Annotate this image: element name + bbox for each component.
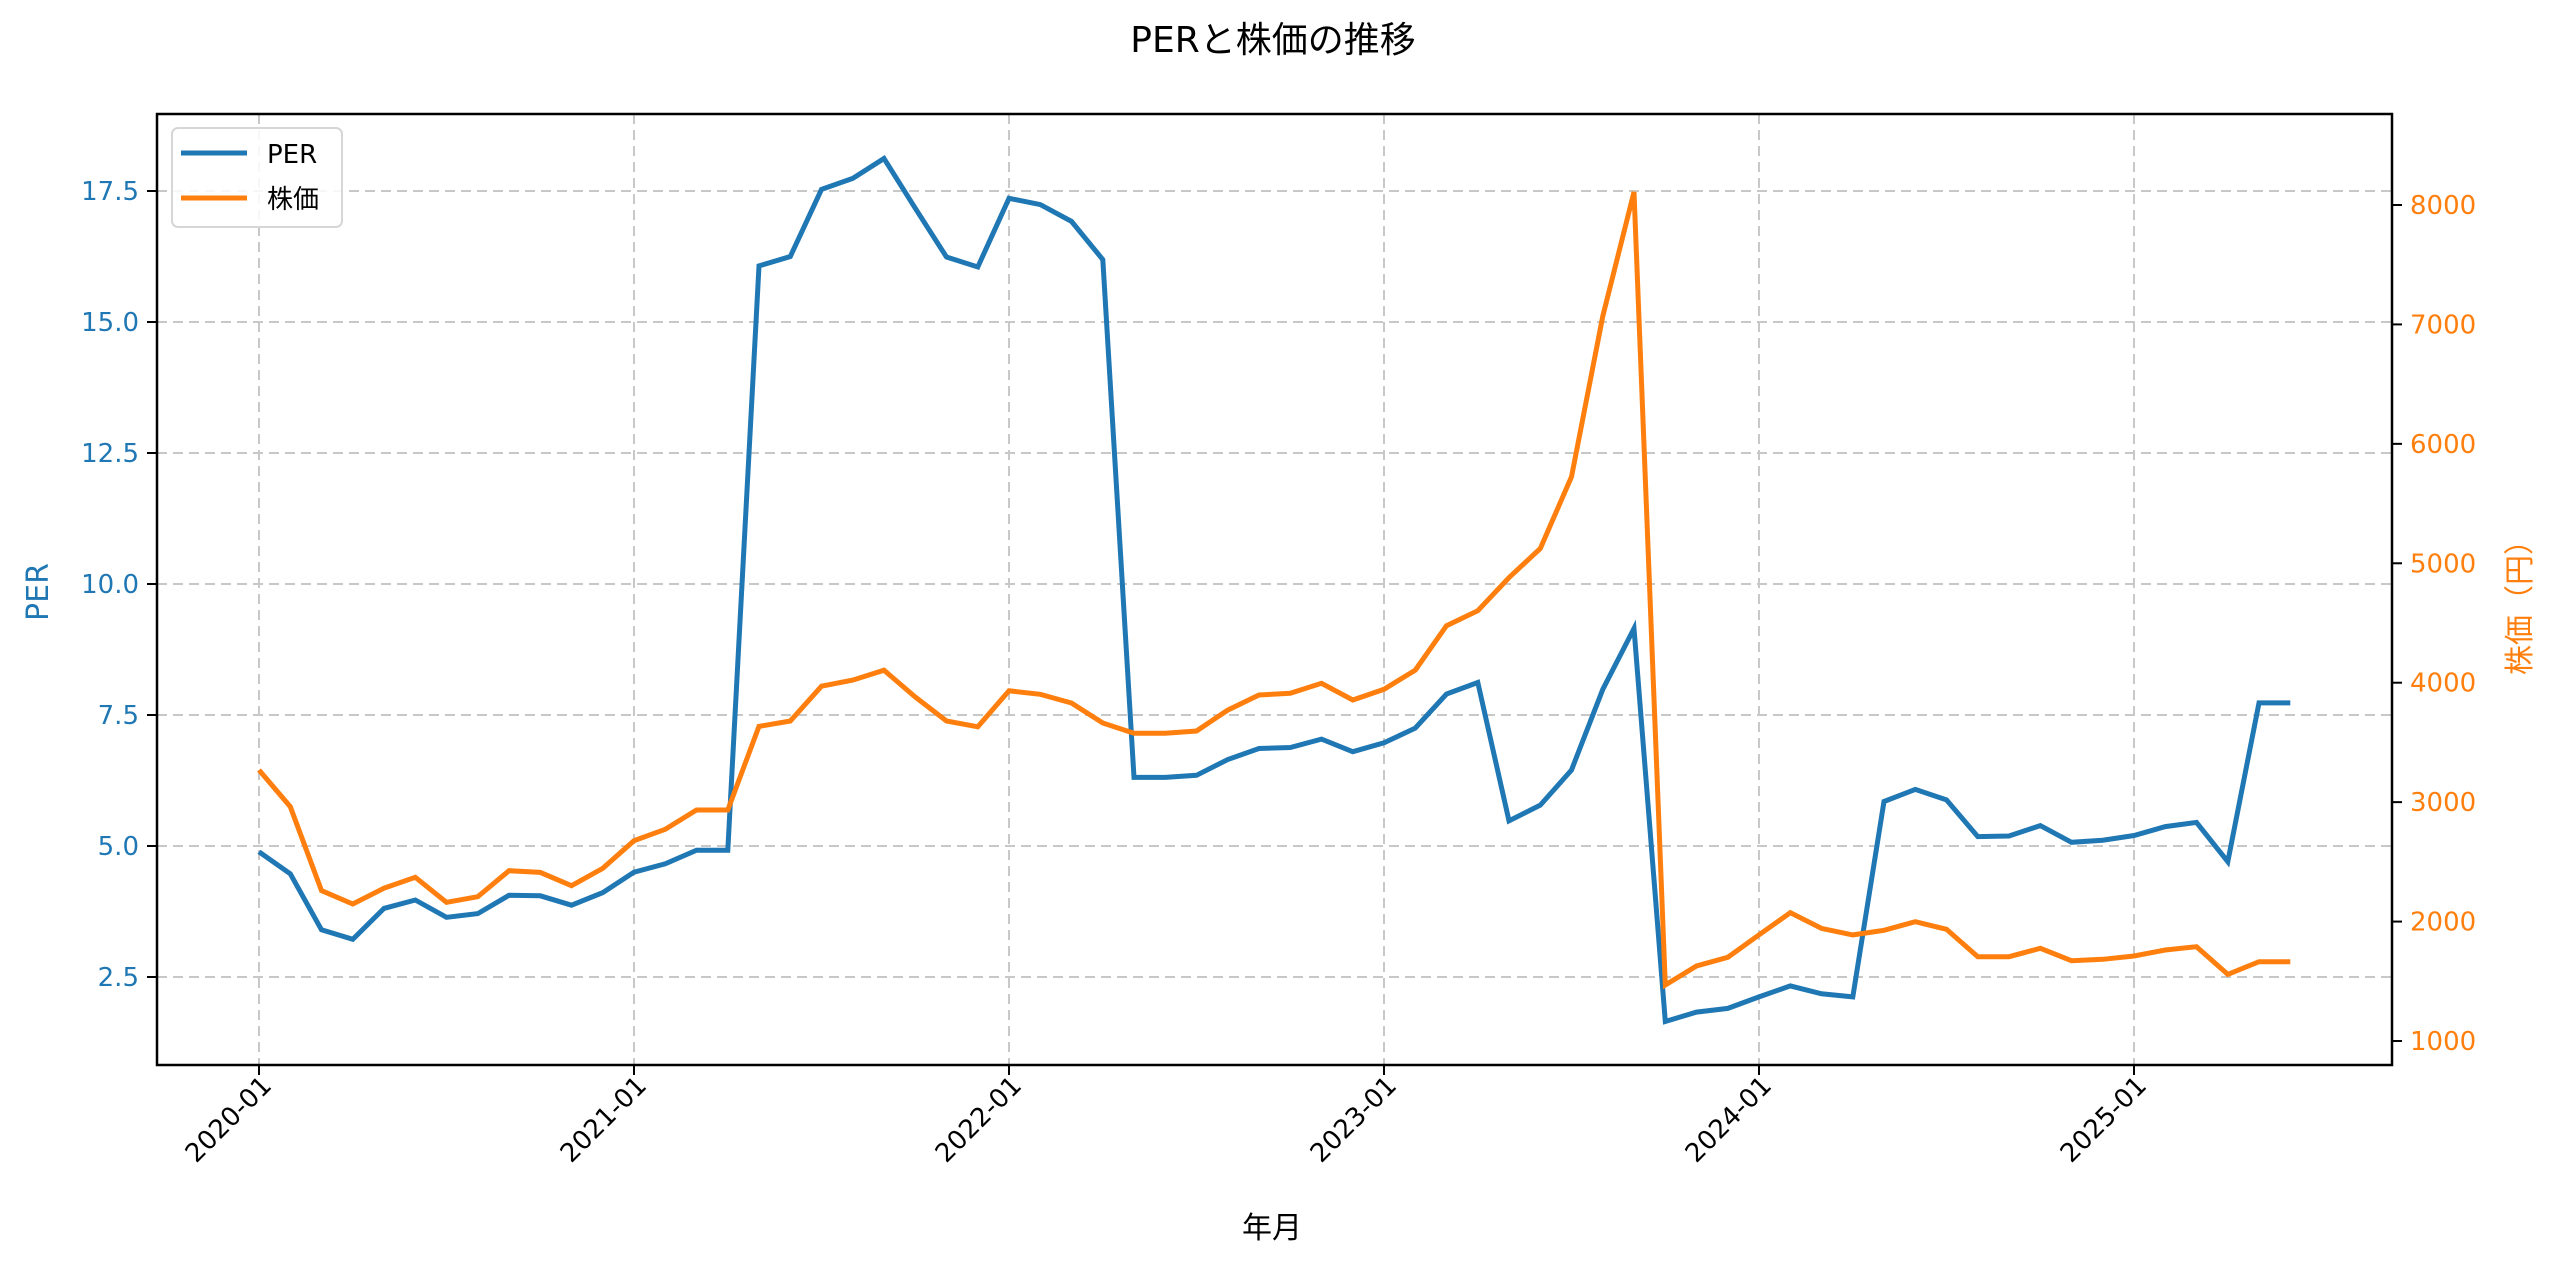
- per-line: [257, 155, 2291, 1025]
- price-line: [257, 191, 2291, 990]
- legend-price-label: 株価: [267, 185, 319, 215]
- left-tick-label: 2.5: [98, 963, 139, 993]
- right-tick-label: 5000: [2410, 549, 2476, 579]
- right-tick-label: 4000: [2410, 669, 2476, 699]
- chart-title: PERと株価の推移: [1130, 20, 1415, 61]
- plot-frame: [155, 112, 2394, 1067]
- left-tick-label: 5.0: [98, 832, 139, 862]
- gridlines: [157, 114, 2392, 1065]
- legend-per-label: PER: [267, 140, 317, 170]
- left-tick-label: 15.0: [81, 308, 139, 338]
- x-tick-label: 2024-01: [1680, 1071, 1778, 1169]
- right-tick-label: 6000: [2410, 430, 2476, 460]
- right-axis-title: 株価（円）: [2503, 525, 2538, 675]
- legend: PER 株価: [171, 127, 343, 228]
- left-tick-label: 12.5: [81, 439, 139, 469]
- plot-series: [257, 155, 2291, 1025]
- x-tick-label: 2023-01: [1305, 1071, 1403, 1169]
- right-tick-label: 3000: [2410, 788, 2476, 818]
- right-tick-label: 2000: [2410, 908, 2476, 938]
- left-axis-title: PER: [21, 563, 56, 621]
- right-tick-label: 8000: [2410, 191, 2476, 221]
- x-tick-label: 2021-01: [555, 1071, 653, 1169]
- right-tick-label: 7000: [2410, 310, 2476, 340]
- right-tick-label: 1000: [2410, 1027, 2476, 1057]
- x-axis: 2020-01 2021-01 2022-01 2023-01 2024-01 2025-…: [180, 1065, 2153, 1169]
- x-tick-label: 2022-01: [930, 1071, 1028, 1169]
- x-tick-label: 2020-01: [180, 1071, 278, 1169]
- left-tick-label: 7.5: [98, 701, 139, 731]
- right-y-axis: 1000 2000 3000 4000 5000 6000 7000 8000: [2392, 191, 2476, 1057]
- left-tick-label: 10.0: [81, 570, 139, 600]
- left-tick-label: 17.5: [81, 177, 139, 207]
- x-tick-label: 2025-01: [2055, 1071, 2153, 1169]
- x-axis-title: 年月: [1242, 1211, 1302, 1246]
- left-y-axis: 2.5 5.0 7.5 10.0 12.5 15.0 17.5: [81, 177, 157, 993]
